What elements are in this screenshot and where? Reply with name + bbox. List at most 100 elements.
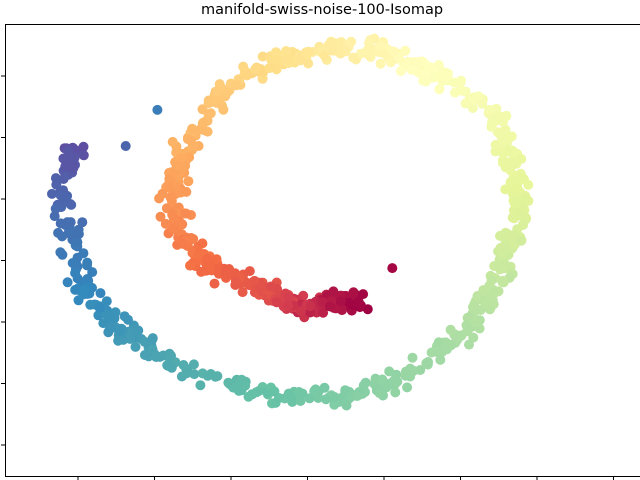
data-point	[58, 153, 69, 164]
data-point	[319, 382, 330, 393]
data-point	[49, 211, 60, 222]
data-point	[520, 193, 531, 203]
data-point	[178, 360, 189, 370]
data-point	[197, 238, 208, 249]
data-point	[82, 260, 92, 271]
data-point	[163, 360, 174, 371]
data-point	[192, 249, 203, 260]
data-point	[119, 311, 130, 322]
data-point	[498, 149, 509, 160]
data-point	[265, 281, 276, 292]
data-point	[271, 47, 281, 58]
data-point	[197, 104, 208, 115]
data-point	[506, 131, 517, 142]
data-point	[223, 377, 234, 388]
data-point	[297, 388, 308, 399]
data-point	[151, 352, 162, 362]
data-point	[329, 399, 340, 410]
data-point	[423, 357, 434, 367]
data-point	[445, 324, 456, 335]
data-point	[317, 297, 328, 308]
chart-title: manifold-swiss-noise-100-Isomap	[201, 2, 443, 18]
data-point	[395, 66, 406, 77]
data-point	[497, 277, 508, 288]
data-point	[374, 388, 385, 399]
data-point	[493, 261, 504, 272]
data-point	[185, 135, 196, 146]
data-point	[498, 136, 509, 147]
data-point	[63, 145, 74, 156]
data-point	[233, 385, 244, 396]
data-point	[326, 40, 337, 51]
data-point	[421, 76, 432, 87]
data-point	[181, 186, 192, 197]
data-point	[236, 374, 247, 385]
data-point	[461, 320, 472, 331]
data-point	[473, 91, 484, 102]
data-point	[518, 219, 529, 230]
data-point	[435, 354, 446, 365]
data-point	[523, 179, 534, 190]
data-point	[484, 105, 495, 115]
data-point	[168, 213, 179, 224]
data-point	[131, 327, 142, 338]
data-point	[509, 213, 520, 224]
data-point	[360, 377, 371, 388]
data-point	[230, 276, 241, 287]
data-point	[387, 263, 398, 274]
data-point	[57, 249, 68, 260]
data-point	[412, 57, 423, 68]
data-point	[72, 237, 83, 248]
data-point	[388, 46, 399, 57]
data-point	[188, 234, 199, 244]
data-point	[375, 40, 386, 51]
data-point	[506, 231, 517, 241]
data-point	[353, 296, 364, 307]
data-point	[434, 84, 445, 95]
data-point	[205, 108, 216, 119]
data-point	[147, 344, 158, 355]
data-point	[167, 136, 178, 147]
data-point	[440, 71, 451, 82]
data-point	[247, 389, 258, 400]
data-point	[489, 116, 500, 127]
data-point	[203, 95, 214, 106]
data-point	[505, 177, 516, 188]
data-point	[256, 282, 267, 293]
data-point	[500, 184, 511, 195]
data-point	[205, 261, 216, 272]
data-point	[489, 287, 499, 297]
data-point	[103, 313, 114, 323]
data-point	[73, 229, 84, 239]
data-point	[180, 160, 191, 171]
axis-ticks	[1, 75, 614, 480]
data-point	[295, 396, 306, 406]
data-point	[352, 391, 363, 401]
data-point	[195, 380, 206, 391]
data-point	[152, 104, 163, 115]
data-point	[319, 50, 330, 61]
data-point	[454, 331, 465, 342]
data-point	[157, 188, 168, 199]
data-point	[164, 182, 175, 193]
data-point	[173, 160, 184, 171]
data-point	[400, 45, 411, 56]
data-point	[270, 397, 281, 408]
data-point	[70, 268, 81, 278]
data-point	[269, 386, 280, 397]
data-point	[391, 369, 402, 380]
data-point	[250, 64, 261, 75]
data-point	[244, 266, 255, 277]
data-point	[318, 307, 329, 318]
data-point	[220, 268, 231, 279]
data-point	[77, 217, 88, 228]
data-point	[516, 154, 527, 164]
data-point	[237, 287, 248, 298]
data-point	[85, 299, 96, 310]
data-point	[426, 62, 436, 73]
data-point	[497, 248, 508, 259]
data-point	[433, 337, 444, 348]
data-point	[50, 203, 61, 214]
data-point	[321, 394, 331, 405]
